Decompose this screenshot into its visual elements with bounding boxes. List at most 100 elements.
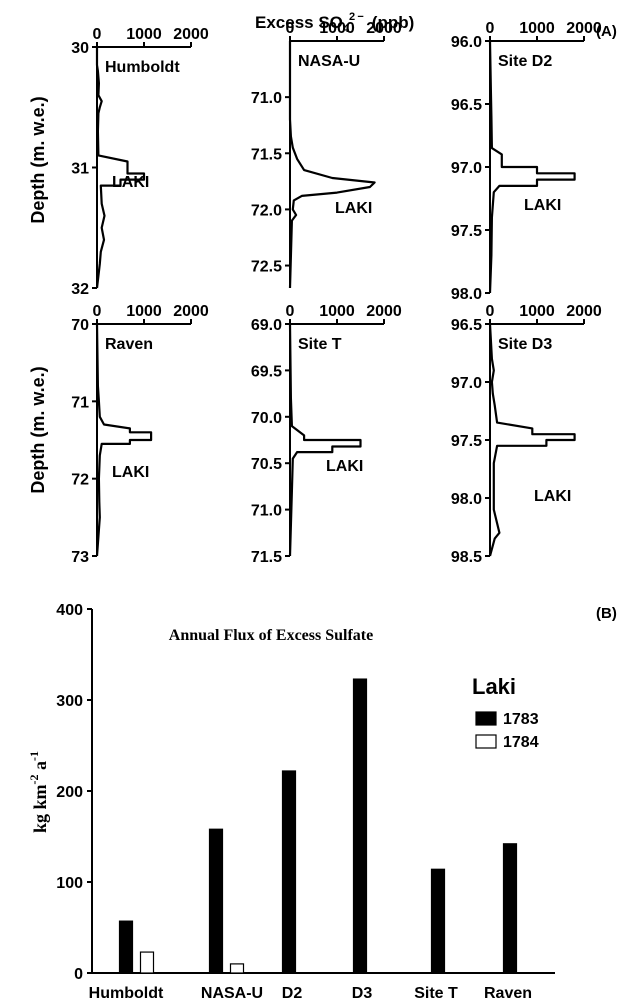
x-tick-label-raven: 1000: [126, 303, 162, 320]
y-tick-label-raven: 73: [71, 549, 89, 566]
x-tick-label-site-d2: 1000: [519, 20, 555, 37]
profile-site-d2: 0 1000 2000 96.0 96.5 97.0 97.5 98.0 Site D2 LAKI: [451, 20, 602, 303]
panel-a-header: Excess SO42 − (ppb): [255, 11, 414, 35]
y-tick-label-site-t: 71.5: [251, 549, 282, 566]
bar-y-tick-label: 100: [56, 875, 83, 892]
legend-title: Laki: [472, 674, 516, 699]
bar-chart: 0 100 200 300 400 Annual Flux of Excess Sulfa…: [56, 602, 555, 1002]
x-tick-label-nasa-u: 0: [286, 20, 295, 37]
profile-line-site-d2: [488, 40, 576, 294]
laki-label-site-d3: LAKI: [534, 488, 571, 505]
y-tick-label-raven: 72: [71, 472, 89, 489]
bar-nasa-u-1783: [208, 828, 224, 974]
bar-d3-1783: [352, 678, 368, 974]
bar-y-tick-label: 400: [56, 602, 83, 619]
y-tick-label-site-d2: 98.0: [451, 286, 482, 303]
site-label-raven: Raven: [105, 336, 153, 353]
y-tick-label-site-d3: 96.5: [451, 317, 482, 334]
y-tick-label-nasa-u: 72.5: [251, 259, 282, 276]
legend-label-1783: 1783: [503, 711, 539, 728]
y-tick-label-nasa-u: 71.5: [251, 146, 282, 163]
y-tick-label-humboldt: 31: [71, 161, 89, 178]
site-label-site-d3: Site D3: [498, 336, 552, 353]
y-tick-label-site-t: 69.5: [251, 363, 282, 380]
site-label-nasa-u: NASA-U: [298, 53, 360, 70]
x-tick-label-nasa-u: 2000: [366, 20, 402, 37]
laki-label-site-d2: LAKI: [524, 197, 561, 214]
category-label-d3: D3: [352, 985, 373, 1002]
profile-site-t: 0 1000 2000 69.0 69.5 70.0 70.5 71.0 71.5 Site T L…: [251, 303, 402, 566]
panel-b-letter: (B): [596, 605, 617, 622]
profile-site-d3: 0 1000 2000 96.5 97.0 97.5 98.0 98.5 Site D3 LAKI: [451, 303, 602, 566]
bar-chart-ylabel: kg km-2 a-1: [27, 751, 50, 833]
y-tick-label-site-t: 70.5: [251, 456, 282, 473]
x-tick-label-site-t: 0: [286, 303, 295, 320]
profile-nasa-u: 0 1000 2000 71.0 71.5 72.0 72.5 NASA-U LAKI: [251, 20, 402, 289]
y-tick-label-nasa-u: 72.0: [251, 202, 282, 219]
x-tick-label-nasa-u: 1000: [319, 20, 355, 37]
profile-line-raven: [95, 323, 153, 557]
legend-swatch-1783: [475, 711, 497, 726]
profile-line-site-d3: [488, 323, 576, 557]
y-tick-label-site-d2: 96.0: [451, 34, 482, 51]
category-label-humboldt: Humboldt: [89, 985, 164, 1002]
site-label-site-d2: Site D2: [498, 53, 552, 70]
x-tick-label-site-d2: 2000: [566, 20, 602, 37]
bar-y-tick-label: 200: [56, 784, 83, 801]
y-tick-label-humboldt: 32: [71, 281, 89, 298]
x-tick-label-raven: 0: [93, 303, 102, 320]
profile-humboldt: 0 1000 2000 30 31 32 Humboldt LAKI: [71, 26, 209, 298]
y-tick-label-nasa-u: 71.0: [251, 90, 282, 107]
profile-raven: 0 1000 2000 70 71 72 73 Raven LAKI: [71, 303, 209, 566]
category-label-d2: D2: [282, 985, 303, 1002]
site-label-site-t: Site T: [298, 336, 342, 353]
x-tick-label-site-d3: 2000: [566, 303, 602, 320]
panel-a-letter: (A): [596, 23, 617, 40]
x-tick-label-humboldt: 0: [93, 26, 102, 43]
y-tick-label-site-t: 70.0: [251, 410, 282, 427]
category-label-site-t: Site T: [414, 985, 458, 1002]
laki-label-raven: LAKI: [112, 464, 149, 481]
y-tick-label-site-d2: 97.5: [451, 223, 482, 240]
x-tick-label-humboldt: 1000: [126, 26, 162, 43]
laki-label-nasa-u: LAKI: [335, 200, 372, 217]
bar-humboldt-1783: [118, 920, 134, 974]
profile-line-humboldt: [95, 47, 146, 289]
x-tick-label-site-d3: 1000: [519, 303, 555, 320]
y-tick-label-humboldt: 30: [71, 40, 89, 57]
profile-line-nasa-u: [288, 41, 376, 289]
bar-humboldt-1784: [139, 951, 155, 974]
y-tick-label-raven: 71: [71, 394, 89, 411]
x-tick-label-humboldt: 2000: [173, 26, 209, 43]
legend-label-1784: 1784: [503, 734, 539, 751]
laki-label-humboldt: LAKI: [112, 174, 149, 191]
bar-chart-title: Annual Flux of Excess Sulfate: [169, 627, 373, 644]
bar-raven-1783: [502, 843, 518, 974]
profile-line-site-t: [288, 323, 362, 557]
y-tick-label-raven: 70: [71, 317, 89, 334]
bar-nasa-u-1784: [229, 963, 245, 974]
y-tick-label-site-d3: 97.5: [451, 433, 482, 450]
x-tick-label-site-d2: 0: [486, 20, 495, 37]
legend-swatch-1784: [475, 734, 497, 749]
bar-y-tick-label: 300: [56, 693, 83, 710]
site-label-humboldt: Humboldt: [105, 59, 180, 76]
y-tick-label-site-d3: 98.0: [451, 491, 482, 508]
x-tick-label-site-t: 1000: [319, 303, 355, 320]
laki-label-site-t: LAKI: [326, 458, 363, 475]
y-tick-label-site-t: 69.0: [251, 317, 282, 334]
bar-site-t-1783: [430, 868, 446, 974]
bar-y-tick-label: 0: [74, 966, 83, 983]
x-tick-label-site-d3: 0: [486, 303, 495, 320]
y-tick-label-site-d3: 97.0: [451, 375, 482, 392]
y-tick-label-site-t: 71.0: [251, 503, 282, 520]
x-tick-label-site-t: 2000: [366, 303, 402, 320]
panel-a-ylabel-top: Depth (m. w.e.): [28, 96, 48, 223]
y-tick-label-site-d2: 97.0: [451, 160, 482, 177]
profile-panels: 0 1000 2000 30 31 32 Humboldt LAKI 0 1000 2000 71.0…: [71, 20, 602, 566]
panel-a-ylabel-bottom: Depth (m. w.e.): [28, 366, 48, 493]
category-label-nasa-u: NASA-U: [201, 985, 263, 1002]
y-tick-label-site-d2: 96.5: [451, 97, 482, 114]
x-tick-label-raven: 2000: [173, 303, 209, 320]
